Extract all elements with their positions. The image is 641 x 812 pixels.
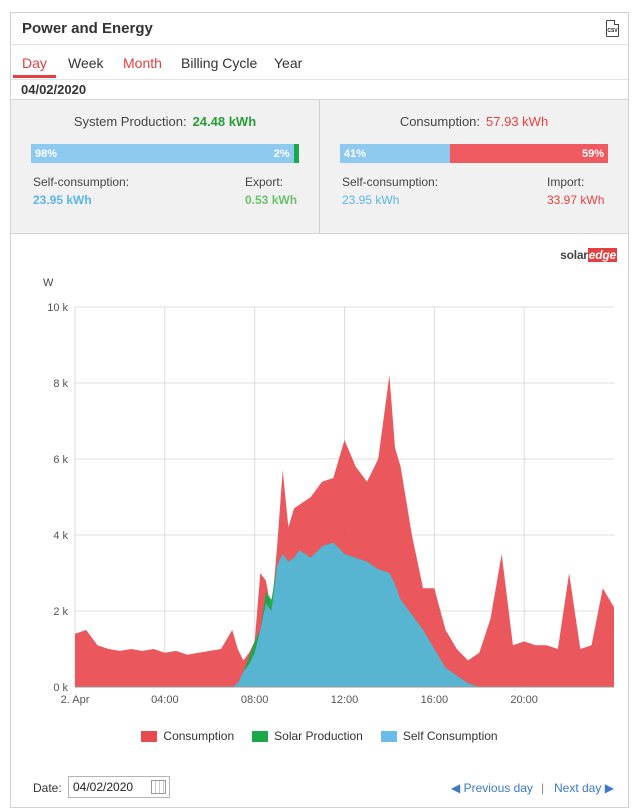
production-panel: System Production: 24.48 kWh 98% 2% Self-… bbox=[11, 100, 320, 233]
widget-header: Power and Energy CSV bbox=[11, 13, 628, 45]
legend-solar-production[interactable]: Solar Production bbox=[252, 729, 363, 743]
production-self-value: 23.95 kWh bbox=[33, 193, 92, 207]
tab-day[interactable]: Day bbox=[22, 55, 47, 71]
production-self-pct: 98% bbox=[35, 147, 58, 160]
logo-solar: solar bbox=[560, 248, 588, 262]
legend-self-consumption[interactable]: Self Consumption bbox=[380, 729, 498, 743]
widget-title: Power and Energy bbox=[22, 20, 153, 37]
previous-day-label: Previous day bbox=[463, 781, 533, 795]
production-bar: 98% 2% bbox=[31, 144, 299, 163]
legend-self-label: Self Consumption bbox=[402, 729, 498, 743]
legend-self-swatch bbox=[380, 730, 397, 742]
power-chart[interactable]: 0 k 2 k 4 k 6 k 8 k 10 k 2. Apr 04:00 08:00 12:00… bbox=[11, 234, 628, 724]
consumption-title: Consumption: bbox=[399, 114, 481, 129]
calendar-icon[interactable] bbox=[151, 780, 166, 794]
y-tick-label: 10 k bbox=[47, 302, 68, 314]
production-value: 24.48 kWh bbox=[192, 114, 257, 129]
x-tick-label: 04:00 bbox=[151, 694, 179, 706]
y-tick-label: 0 k bbox=[53, 682, 68, 694]
tab-year[interactable]: Year bbox=[274, 55, 303, 71]
x-tick-label: 12:00 bbox=[331, 694, 359, 706]
y-axis-unit: W bbox=[43, 277, 54, 289]
x-tick-label: 2. Apr bbox=[61, 694, 90, 706]
consumption-bar: 41% 59% bbox=[340, 144, 608, 163]
consumption-self-segment: 41% bbox=[340, 144, 450, 163]
period-tabs: Day Week Month Billing Cycle Year bbox=[11, 45, 628, 80]
consumption-self-value: 23.95 kWh bbox=[342, 193, 400, 207]
legend-consumption-label: Consumption bbox=[163, 729, 235, 743]
energy-summary: System Production: 24.48 kWh 98% 2% Self-… bbox=[11, 100, 628, 234]
y-tick-label: 4 k bbox=[53, 530, 68, 542]
production-title: System Production: bbox=[73, 114, 187, 129]
import-label: Import: bbox=[547, 175, 585, 189]
production-export-segment bbox=[293, 144, 299, 163]
csv-export-icon[interactable]: CSV bbox=[606, 20, 619, 37]
legend-consumption[interactable]: Consumption bbox=[141, 729, 234, 743]
y-tick-label: 6 k bbox=[53, 454, 68, 466]
date-label: Date: bbox=[33, 781, 62, 795]
legend-consumption-swatch bbox=[141, 730, 158, 742]
chart-legend: Consumption Solar Production Self Consum… bbox=[11, 729, 628, 743]
tab-billing-cycle[interactable]: Billing Cycle bbox=[181, 55, 258, 71]
y-tick-label: 8 k bbox=[53, 378, 68, 390]
previous-day-link[interactable]: ◀ Previous day bbox=[451, 781, 533, 795]
power-energy-widget: Power and Energy CSV Day Week Month Bill… bbox=[10, 12, 629, 808]
consumption-value: 57.93 kWh bbox=[486, 114, 549, 129]
export-label: Export: bbox=[245, 175, 284, 189]
chart-area: solaredge 0 k 2 k 4 k 6 k 8 k 10 k 2. Apr 04:00… bbox=[11, 234, 628, 764]
nav-separator: | bbox=[541, 781, 545, 795]
next-day-link[interactable]: Next day ▶ bbox=[554, 781, 614, 795]
legend-solar-swatch bbox=[252, 730, 269, 742]
production-self-label: Self-consumption: bbox=[33, 175, 130, 189]
production-self-segment: 98% 2% bbox=[31, 144, 294, 163]
consumption-panel: Consumption: 57.93 kWh 41% 59% Self-consu… bbox=[320, 100, 628, 233]
self-consumption-area bbox=[75, 542, 614, 687]
x-tick-label: 08:00 bbox=[241, 694, 269, 706]
consumption-area bbox=[75, 375, 614, 687]
consumption-import-segment: 59% bbox=[449, 144, 608, 163]
solaredge-logo: solaredge bbox=[560, 248, 617, 262]
active-tab-indicator bbox=[13, 75, 56, 78]
x-tick-label: 20:00 bbox=[510, 694, 538, 706]
current-date: 04/02/2020 bbox=[11, 80, 628, 100]
export-value: 0.53 kWh bbox=[245, 193, 298, 207]
date-navigation: Date: 04/02/2020 ◀ Previous day | Next d… bbox=[11, 773, 628, 805]
x-tick-label: 16:00 bbox=[421, 694, 449, 706]
consumption-title-row: Consumption: 57.93 kWh bbox=[320, 114, 628, 129]
y-tick-label: 2 k bbox=[53, 606, 68, 618]
consumption-import-pct: 59% bbox=[581, 147, 604, 160]
date-input[interactable]: 04/02/2020 bbox=[68, 776, 170, 798]
consumption-self-label: Self-consumption: bbox=[342, 175, 439, 189]
production-title-row: System Production: 24.48 kWh bbox=[11, 114, 319, 129]
next-day-label: Next day bbox=[554, 781, 602, 795]
logo-edge: edge bbox=[587, 248, 617, 262]
tab-month[interactable]: Month bbox=[123, 55, 162, 71]
date-input-value: 04/02/2020 bbox=[73, 780, 134, 794]
import-value: 33.97 kWh bbox=[547, 193, 605, 207]
consumption-self-pct: 41% bbox=[344, 147, 367, 160]
production-export-pct: 2% bbox=[273, 147, 290, 160]
tab-week[interactable]: Week bbox=[68, 55, 104, 71]
legend-solar-label: Solar Production bbox=[274, 729, 363, 743]
